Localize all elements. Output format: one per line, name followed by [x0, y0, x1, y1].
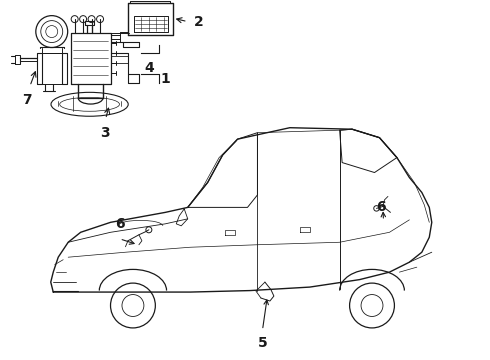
- Text: 3: 3: [100, 126, 109, 140]
- Text: 1: 1: [160, 72, 170, 86]
- Text: 7: 7: [22, 93, 32, 107]
- Text: 5: 5: [258, 336, 268, 350]
- Text: 2: 2: [194, 15, 204, 28]
- Text: 6: 6: [376, 200, 385, 214]
- Text: 6: 6: [115, 217, 124, 231]
- Text: 4: 4: [145, 61, 154, 75]
